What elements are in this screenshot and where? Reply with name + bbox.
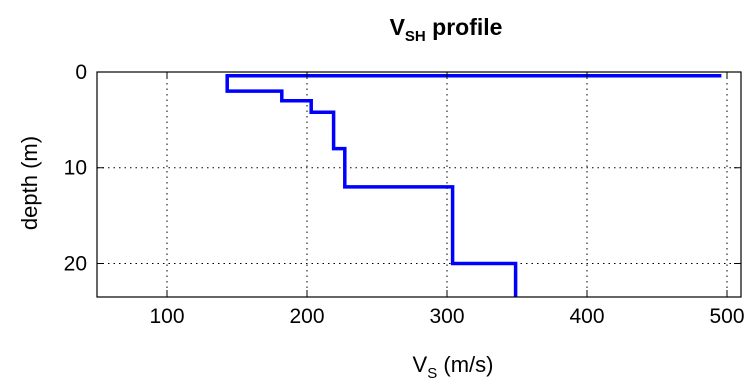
axis-ticks: 100 200 300 400 500 0 10 20	[64, 61, 745, 328]
series-line	[225, 74, 722, 297]
x-tick-label: 500	[709, 305, 744, 328]
plot-area	[225, 74, 722, 297]
y-axis-label: depth (m)	[17, 136, 42, 230]
y-tick-label: 0	[75, 61, 87, 84]
x-tick-label: 100	[149, 305, 184, 328]
x-tick-label: 300	[429, 305, 464, 328]
x-tick-label: 200	[289, 305, 324, 328]
x-axis-label: VS (m/s)	[413, 352, 494, 382]
grid-lines	[97, 71, 741, 297]
y-tick-label: 10	[64, 157, 87, 180]
x-tick-label: 400	[569, 305, 604, 328]
axes-frame	[96, 71, 742, 298]
y-tick-label: 20	[64, 252, 87, 275]
chart-title: VSH profile	[390, 14, 503, 45]
